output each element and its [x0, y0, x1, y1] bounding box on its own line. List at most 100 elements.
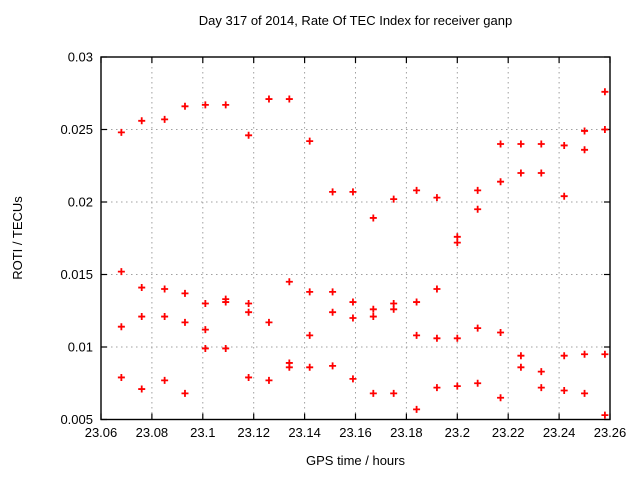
data-point-marker: [497, 178, 505, 186]
data-point-marker: [560, 192, 568, 200]
data-point-marker: [349, 375, 357, 383]
data-point-marker: [601, 126, 609, 133]
data-point-marker: [369, 313, 377, 321]
data-point-marker: [413, 298, 421, 306]
y-tick-label: 0.03: [68, 50, 93, 65]
data-point-marker: [117, 323, 125, 331]
data-point-marker: [201, 300, 209, 307]
data-point-marker: [453, 382, 461, 390]
data-point-marker: [474, 205, 482, 213]
data-point-marker: [581, 389, 589, 397]
data-point-marker: [306, 288, 314, 296]
data-point-marker: [285, 95, 293, 103]
data-point-marker: [474, 379, 482, 387]
y-tick-label: 0.02: [68, 195, 93, 210]
data-point-marker: [369, 214, 377, 222]
data-point-marker: [497, 140, 505, 148]
data-point-marker: [306, 137, 314, 145]
data-point-marker: [285, 363, 293, 371]
x-axis-title: GPS time / hours: [306, 453, 405, 468]
data-point-marker: [537, 384, 545, 392]
data-point-marker: [138, 117, 146, 125]
plot-border: [100, 56, 611, 421]
data-point-marker: [349, 314, 357, 322]
data-point-marker: [369, 305, 377, 313]
data-point-marker: [369, 389, 377, 397]
data-point-marker: [453, 334, 461, 342]
x-tick-label: 23.18: [390, 425, 423, 440]
data-point-marker: [181, 102, 189, 110]
data-point-marker: [537, 140, 545, 148]
data-point-marker: [245, 300, 253, 307]
data-point-marker: [138, 313, 146, 321]
x-tick-label: 23.06: [85, 425, 118, 440]
data-point-marker: [265, 376, 273, 384]
chart-title: Day 317 of 2014, Rate Of TEC Index for r…: [198, 13, 513, 28]
x-tick-label: 23.26: [594, 425, 627, 440]
data-point-marker: [560, 387, 568, 394]
data-point-marker: [453, 239, 461, 247]
data-point-marker: [349, 188, 357, 196]
data-point-marker: [329, 188, 337, 196]
data-point-marker: [433, 285, 441, 293]
data-point-marker: [265, 95, 273, 103]
data-point-marker: [497, 329, 505, 336]
x-tick-label: 23.12: [237, 425, 270, 440]
data-point-marker: [560, 352, 568, 360]
data-point-marker: [265, 318, 273, 326]
data-point-marker: [117, 268, 125, 276]
data-point-marker: [601, 411, 609, 419]
data-point-marker: [161, 313, 169, 321]
data-point-marker: [474, 324, 482, 332]
data-point-marker: [222, 344, 230, 352]
data-point-marker: [222, 298, 230, 306]
data-point-marker: [537, 169, 545, 177]
data-point-marker: [413, 186, 421, 194]
data-point-marker: [245, 308, 253, 316]
data-point-marker: [201, 326, 209, 334]
data-point-marker: [413, 405, 421, 413]
data-point-marker: [161, 376, 169, 384]
data-point-marker: [517, 363, 525, 371]
data-point-marker: [201, 101, 209, 109]
data-point-marker: [581, 127, 589, 135]
x-tick-label: 23.16: [339, 425, 372, 440]
data-point-marker: [222, 101, 230, 109]
data-point-marker: [517, 352, 525, 360]
data-point-marker: [306, 331, 314, 339]
data-point-marker: [181, 389, 189, 397]
data-point-marker: [181, 318, 189, 326]
data-point-marker: [161, 115, 169, 123]
y-tick-label: 0.025: [60, 122, 93, 137]
data-point-marker: [306, 363, 314, 371]
data-point-marker: [560, 141, 568, 149]
data-point-marker: [245, 131, 253, 139]
data-point-marker: [581, 146, 589, 154]
data-point-marker: [537, 368, 545, 376]
x-tick-label: 23.14: [288, 425, 321, 440]
data-point-marker: [117, 128, 125, 136]
data-point-marker: [390, 195, 398, 203]
data-point-marker: [201, 344, 209, 352]
data-point-marker: [601, 350, 609, 358]
data-point-marker: [474, 186, 482, 194]
data-point-marker: [517, 140, 525, 148]
x-tick-label: 23.22: [492, 425, 525, 440]
data-point-marker: [433, 384, 441, 392]
x-tick-label: 23.1: [190, 425, 215, 440]
data-point-marker: [601, 88, 609, 96]
data-point-marker: [329, 362, 337, 370]
data-point-marker: [497, 394, 505, 402]
data-point-marker: [161, 285, 169, 293]
data-point-marker: [329, 308, 337, 316]
data-point-marker: [138, 284, 146, 292]
data-point-marker: [390, 389, 398, 397]
data-point-marker: [329, 288, 337, 296]
y-tick-label: 0.01: [68, 340, 93, 355]
data-point-marker: [117, 373, 125, 381]
x-tick-label: 23.08: [136, 425, 169, 440]
data-point-marker: [181, 289, 189, 297]
data-point-marker: [517, 169, 525, 177]
